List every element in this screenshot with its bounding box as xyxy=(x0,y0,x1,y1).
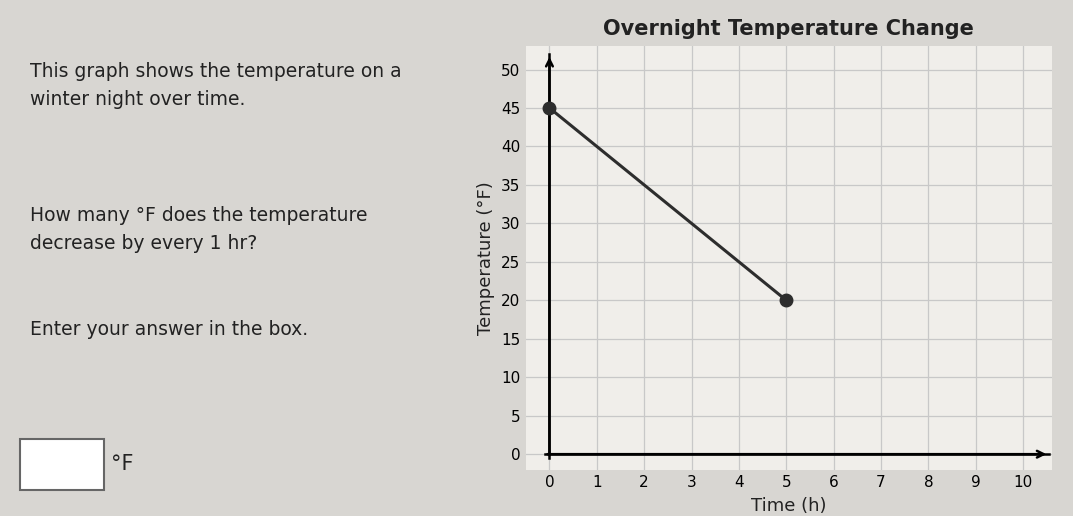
Text: How many °F does the temperature
decrease by every 1 hr?: How many °F does the temperature decreas… xyxy=(30,206,367,253)
Text: Enter your answer in the box.: Enter your answer in the box. xyxy=(30,320,308,339)
FancyBboxPatch shape xyxy=(19,439,104,490)
Y-axis label: Temperature (°F): Temperature (°F) xyxy=(477,181,496,335)
Text: This graph shows the temperature on a
winter night over time.: This graph shows the temperature on a wi… xyxy=(30,62,401,109)
Text: °F: °F xyxy=(112,455,133,474)
X-axis label: Time (h): Time (h) xyxy=(751,497,826,515)
Title: Overnight Temperature Change: Overnight Temperature Change xyxy=(603,19,974,39)
